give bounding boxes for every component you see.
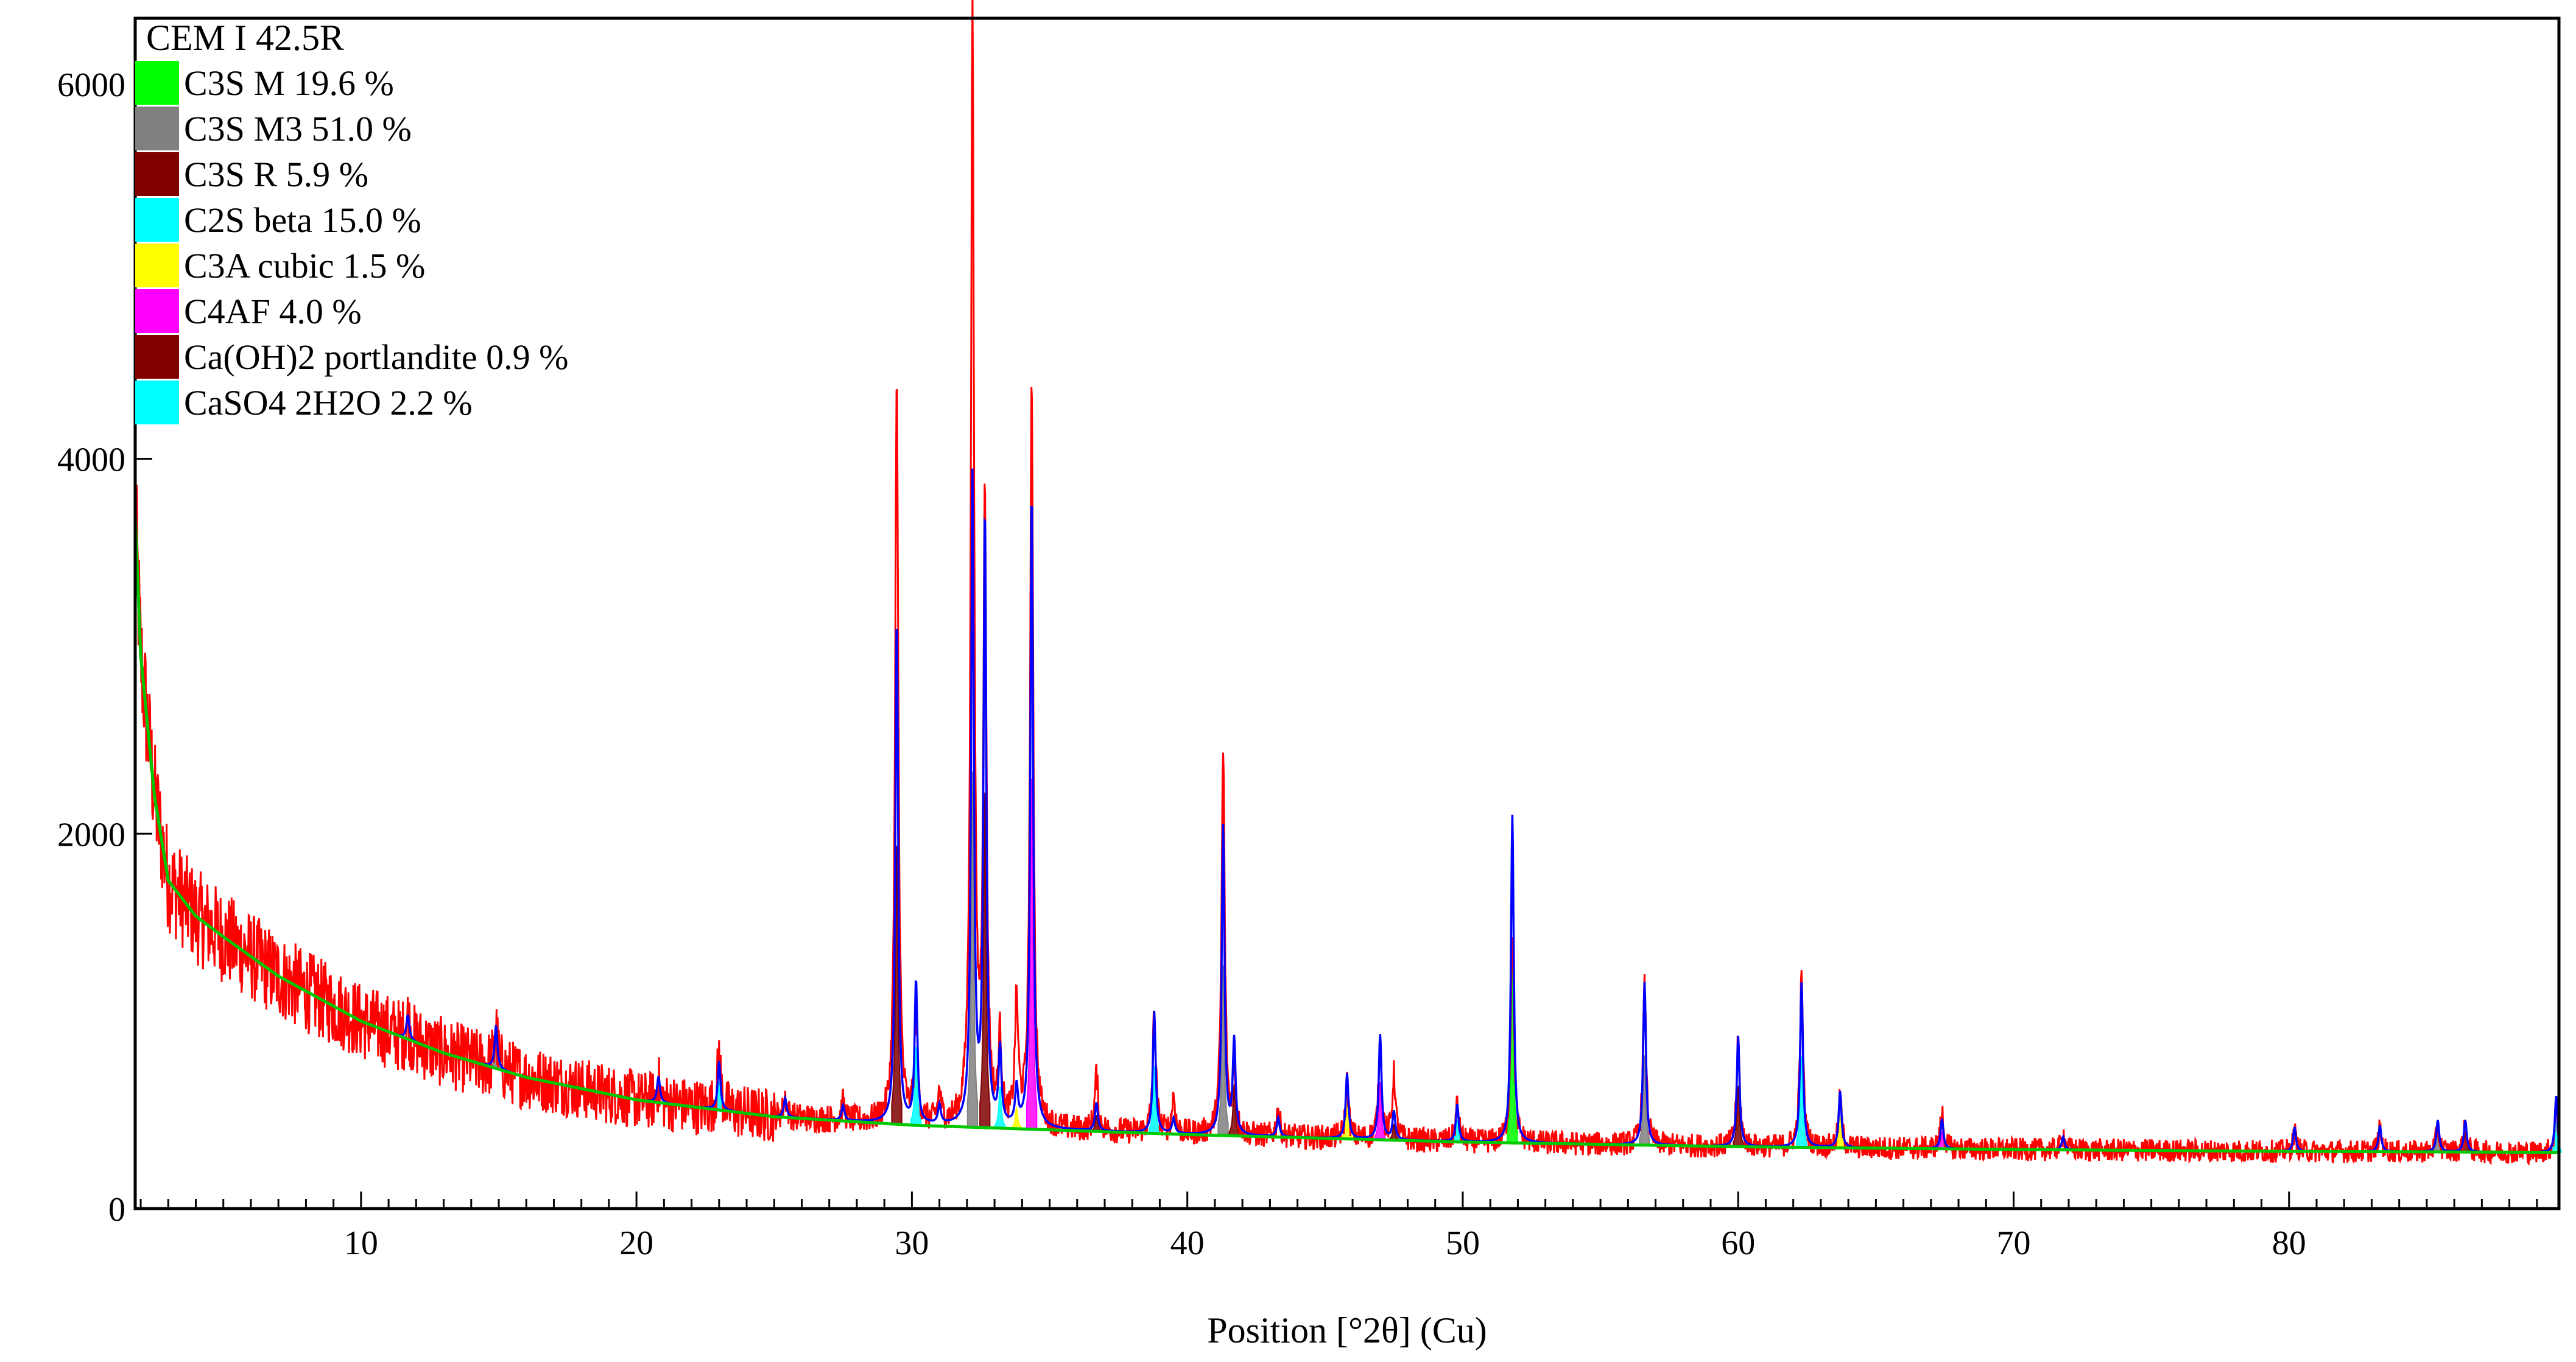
legend-swatch xyxy=(135,335,179,379)
x-tick-label: 30 xyxy=(895,1224,929,1262)
background-line xyxy=(133,514,2559,1154)
observed-pattern-line xyxy=(134,0,2560,1166)
legend-swatch xyxy=(135,381,179,424)
phase-peak xyxy=(1091,1114,1102,1132)
phase-peak xyxy=(966,771,979,1128)
x-tick-label: 70 xyxy=(1997,1224,2031,1262)
phase-peak xyxy=(1228,1084,1240,1137)
x-tick-label: 50 xyxy=(1446,1224,1480,1262)
legend: CEM I 42.5R C3S M 19.6 % C3S M3 51.0 % C3S… xyxy=(135,18,568,424)
legend-label: C3S R 5.9 % xyxy=(184,155,368,194)
x-tick-label: 60 xyxy=(1721,1224,1755,1262)
phase-peak xyxy=(891,846,903,1125)
x-tick-label: 40 xyxy=(1170,1224,1205,1262)
y-tick-label: 2000 xyxy=(57,816,125,854)
legend-label: CaSO4 2H2O 2.2 % xyxy=(184,383,473,423)
legend-label: C3S M 19.6 % xyxy=(184,63,394,103)
legend-title: CEM I 42.5R xyxy=(146,18,344,58)
y-axis: 0 2000 4000 6000 xyxy=(57,66,152,1229)
legend-label: C4AF 4.0 % xyxy=(184,292,362,331)
y-tick-label: 6000 xyxy=(57,66,125,104)
legend-swatch xyxy=(135,107,179,150)
legend-label: C2S beta 15.0 % xyxy=(184,200,421,240)
phase-peak xyxy=(1149,1066,1160,1134)
calculated-pattern-line xyxy=(134,468,2560,1153)
phase-peak xyxy=(910,1047,922,1126)
phase-peak xyxy=(1796,1056,1807,1148)
phase-peak xyxy=(1733,1086,1744,1148)
y-tick-label: 0 xyxy=(108,1191,125,1229)
x-tick-label: 10 xyxy=(344,1224,378,1262)
x-axis-title: Position [°2θ] (Cu) xyxy=(1207,1310,1487,1350)
legend-swatch xyxy=(135,198,179,242)
legend-swatch xyxy=(135,289,179,333)
legend-swatch xyxy=(135,244,179,287)
legend-label: C3S M3 51.0 % xyxy=(184,109,412,149)
phase-peak xyxy=(1217,965,1229,1136)
legend-swatch xyxy=(135,152,179,196)
phase-peak xyxy=(1011,1106,1022,1129)
x-tick-label: 20 xyxy=(619,1224,653,1262)
phase-peak xyxy=(1388,1123,1399,1141)
phase-peak xyxy=(1026,778,1038,1130)
phase-peak xyxy=(1639,1055,1650,1146)
legend-label: C3A cubic 1.5 % xyxy=(184,246,425,286)
phase-peak xyxy=(979,792,991,1129)
phase-peak xyxy=(994,1087,1006,1129)
legend-label: Ca(OH)2 portlandite 0.9 % xyxy=(184,337,568,377)
y-tick-label: 4000 xyxy=(57,441,125,479)
x-tick-label: 80 xyxy=(2272,1224,2306,1262)
legend-swatch xyxy=(135,61,179,105)
plot-frame xyxy=(133,16,2561,1210)
x-axis: 10 20 30 40 50 60 70 80 xyxy=(139,1192,2538,1262)
series-layer xyxy=(133,0,2562,1166)
